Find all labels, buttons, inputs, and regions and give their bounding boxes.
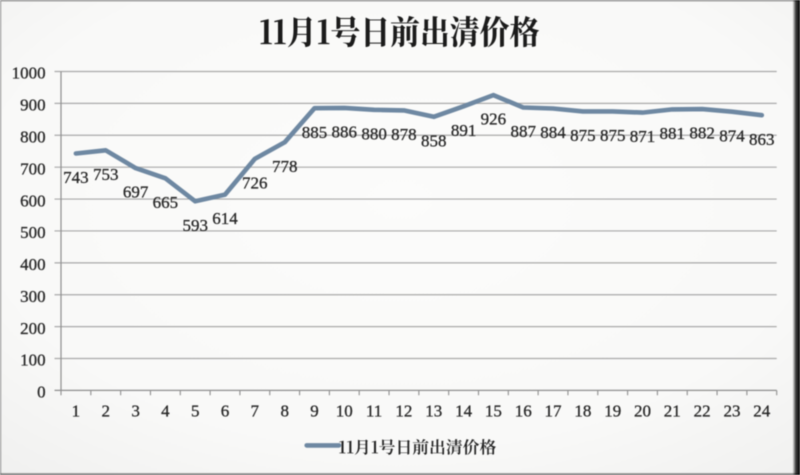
svg-text:863: 863 bbox=[749, 130, 775, 149]
svg-text:400: 400 bbox=[20, 255, 46, 274]
svg-text:6: 6 bbox=[221, 401, 230, 420]
svg-text:891: 891 bbox=[451, 121, 477, 140]
svg-text:800: 800 bbox=[20, 128, 46, 147]
svg-text:4: 4 bbox=[161, 401, 170, 420]
svg-text:885: 885 bbox=[302, 123, 328, 142]
svg-text:726: 726 bbox=[242, 174, 268, 193]
svg-text:778: 778 bbox=[272, 157, 298, 176]
svg-text:20: 20 bbox=[634, 401, 651, 420]
svg-text:22: 22 bbox=[694, 401, 711, 420]
svg-text:5: 5 bbox=[191, 401, 200, 420]
svg-text:880: 880 bbox=[361, 124, 387, 143]
svg-text:23: 23 bbox=[724, 401, 741, 420]
svg-text:15: 15 bbox=[485, 401, 502, 420]
svg-text:886: 886 bbox=[332, 123, 358, 142]
svg-text:200: 200 bbox=[20, 319, 46, 338]
svg-text:665: 665 bbox=[153, 193, 179, 212]
svg-text:11: 11 bbox=[366, 401, 382, 420]
svg-text:7: 7 bbox=[251, 401, 260, 420]
svg-text:753: 753 bbox=[93, 165, 119, 184]
svg-text:1000: 1000 bbox=[12, 64, 46, 83]
svg-text:875: 875 bbox=[570, 126, 596, 145]
svg-text:10: 10 bbox=[336, 401, 353, 420]
svg-text:100: 100 bbox=[20, 351, 46, 370]
svg-text:875: 875 bbox=[600, 126, 626, 145]
svg-text:1: 1 bbox=[72, 401, 81, 420]
svg-text:871: 871 bbox=[630, 127, 656, 146]
svg-text:14: 14 bbox=[455, 401, 473, 420]
svg-text:19: 19 bbox=[604, 401, 621, 420]
svg-text:900: 900 bbox=[20, 96, 46, 115]
svg-text:881: 881 bbox=[660, 124, 686, 143]
svg-text:878: 878 bbox=[391, 125, 417, 144]
svg-text:697: 697 bbox=[123, 183, 149, 202]
svg-text:600: 600 bbox=[20, 191, 46, 210]
svg-text:300: 300 bbox=[20, 287, 46, 306]
svg-text:12: 12 bbox=[395, 401, 412, 420]
svg-text:593: 593 bbox=[182, 216, 208, 235]
svg-text:17: 17 bbox=[545, 401, 563, 420]
svg-text:743: 743 bbox=[63, 168, 89, 187]
svg-text:884: 884 bbox=[540, 123, 566, 142]
svg-text:887: 887 bbox=[510, 122, 536, 141]
svg-text:24: 24 bbox=[753, 401, 771, 420]
svg-text:18: 18 bbox=[574, 401, 591, 420]
svg-text:858: 858 bbox=[421, 131, 447, 150]
svg-text:2: 2 bbox=[101, 401, 110, 420]
svg-text:882: 882 bbox=[689, 124, 715, 143]
svg-text:874: 874 bbox=[719, 126, 745, 145]
svg-text:13: 13 bbox=[425, 401, 442, 420]
svg-text:9: 9 bbox=[310, 401, 319, 420]
svg-text:3: 3 bbox=[131, 401, 140, 420]
svg-text:926: 926 bbox=[481, 110, 507, 129]
svg-text:614: 614 bbox=[212, 209, 238, 228]
svg-text:0: 0 bbox=[37, 383, 46, 402]
svg-text:700: 700 bbox=[20, 159, 46, 178]
svg-text:16: 16 bbox=[515, 401, 532, 420]
svg-text:8: 8 bbox=[280, 401, 289, 420]
svg-text:21: 21 bbox=[664, 401, 681, 420]
svg-text:500: 500 bbox=[20, 223, 46, 242]
